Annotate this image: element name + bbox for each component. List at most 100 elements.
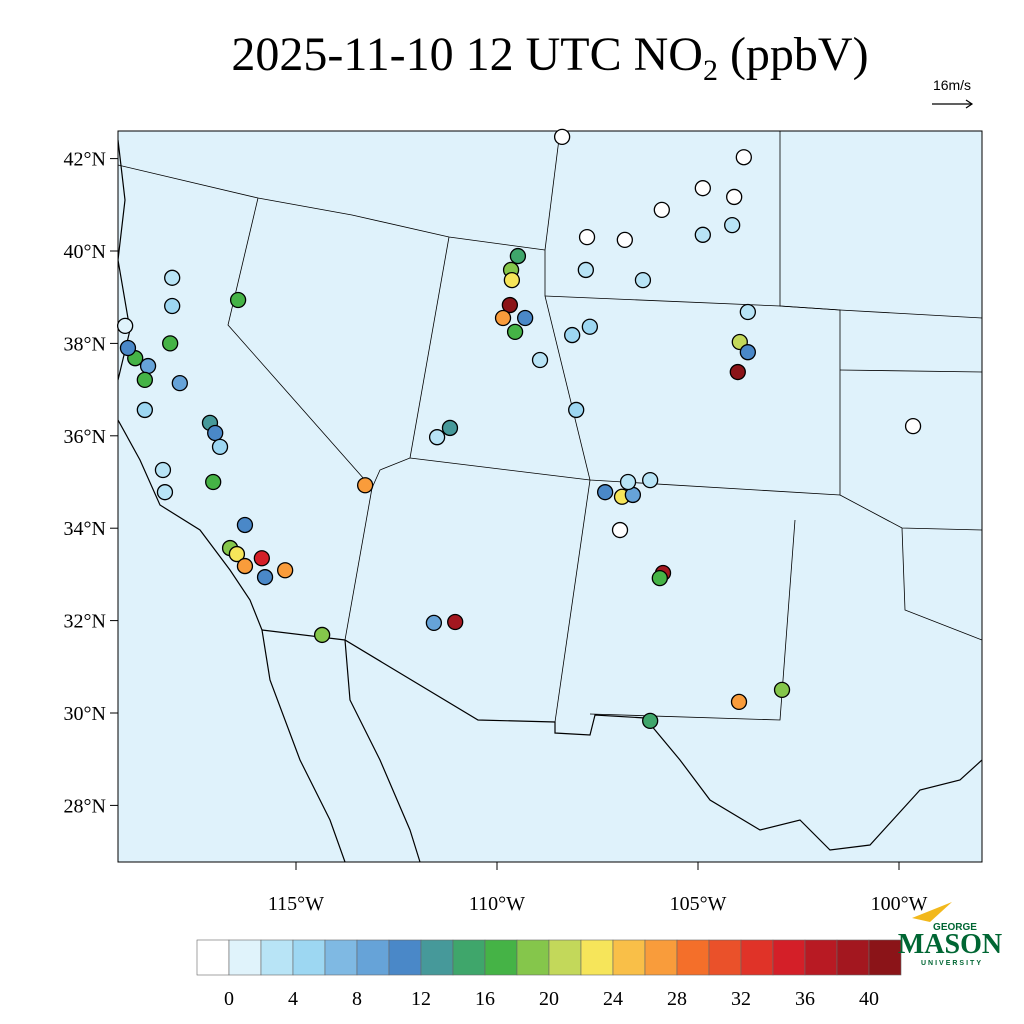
station [154, 461, 172, 479]
colorbar-tick-label: 40 [859, 988, 879, 1010]
colorbar-box [484, 939, 518, 976]
state-border [901, 527, 982, 641]
colorbar-box [516, 939, 550, 976]
colorbar-box [548, 939, 582, 976]
station [596, 484, 614, 501]
lat-tick-label: 42°N [64, 149, 106, 171]
station [205, 473, 222, 491]
station [117, 317, 134, 334]
lat-tick-label: 32°N [64, 611, 106, 633]
station [531, 351, 549, 369]
station [228, 545, 246, 563]
colorbar-box [644, 939, 678, 976]
station [494, 309, 512, 327]
station [164, 269, 181, 286]
colorbar-box [612, 939, 646, 976]
lon-tick-label: 100°W [871, 893, 928, 915]
station [276, 562, 294, 579]
colorbar-tick-label: 28 [667, 988, 687, 1010]
coastline [118, 419, 346, 862]
station [642, 712, 659, 730]
lat-tick-label: 36°N [64, 426, 106, 448]
colorbar-tick-label: 36 [795, 988, 815, 1010]
colorbar-tick-label: 0 [224, 988, 234, 1010]
station [694, 180, 711, 197]
station [726, 188, 743, 206]
lat-tick-label: 30°N [64, 703, 106, 725]
wind-reference-arrowhead [965, 99, 974, 109]
colorbar-box [356, 939, 390, 976]
station [425, 614, 443, 632]
colorbar-box [676, 939, 710, 976]
logo-flame [912, 902, 952, 922]
station [236, 557, 254, 575]
title-suffix: (ppbV) [718, 28, 869, 81]
logo-line3: UNIVERSITY [921, 960, 983, 967]
country-border [261, 629, 982, 851]
state-border [779, 131, 982, 531]
colorbar-box [452, 939, 486, 976]
lat-tick-label: 38°N [64, 333, 106, 355]
map-background [118, 131, 982, 862]
colorbar: 0 4 8 12 16 20 24 28 32 36 40 [196, 939, 902, 1010]
station [581, 318, 599, 335]
colorbar-box [228, 939, 262, 976]
colorbar-tick-label: 16 [475, 988, 495, 1010]
station [156, 484, 174, 501]
station [739, 344, 756, 361]
station [653, 201, 670, 219]
wind-reference-label: 16m/s [933, 77, 971, 93]
coastline [344, 639, 421, 862]
colorbar-tick-label: 12 [411, 988, 431, 1010]
station [356, 477, 374, 494]
colorbar-tick-label: 4 [288, 988, 298, 1010]
colorbar-tick-label: 20 [539, 988, 559, 1010]
colorbar-box [804, 939, 838, 976]
colorbar-box [292, 939, 326, 976]
station [256, 569, 274, 586]
state-border [544, 250, 591, 723]
station [611, 521, 629, 539]
colorbar-box [420, 939, 454, 976]
logo-line1: GEORGE [933, 922, 977, 933]
station [616, 231, 633, 249]
station [553, 128, 571, 146]
station [506, 323, 524, 341]
colorbar-tick-label: 32 [731, 988, 751, 1010]
station [136, 401, 153, 419]
title-subscript: 2 [703, 54, 718, 87]
station [171, 374, 188, 392]
colorbar-box [324, 939, 358, 976]
station [516, 309, 534, 327]
state-border [839, 369, 982, 373]
station [503, 271, 521, 289]
station [447, 613, 464, 631]
logo-line2: MASON [898, 929, 1002, 960]
station [651, 569, 668, 587]
station [619, 473, 637, 491]
station [729, 363, 746, 381]
colorbar-box [836, 939, 870, 976]
station [229, 291, 247, 309]
map: 42°N 40°N 38°N 36°N 34°N 32°N 30°N 28°N 115°W 110… [64, 128, 983, 915]
station [313, 626, 331, 644]
station [642, 472, 659, 489]
state-border [118, 164, 546, 251]
station [730, 693, 748, 711]
colorbar-box [772, 939, 806, 976]
lat-tick-label: 28°N [64, 795, 106, 817]
station [136, 371, 153, 389]
station [694, 226, 711, 243]
state-border [344, 236, 450, 641]
station [564, 326, 581, 344]
station [162, 335, 179, 352]
station [211, 438, 229, 456]
station [164, 297, 181, 315]
station [441, 419, 459, 437]
station [578, 228, 596, 246]
colorbar-box [868, 939, 902, 976]
colorbar-box [708, 939, 742, 976]
station [577, 261, 594, 279]
